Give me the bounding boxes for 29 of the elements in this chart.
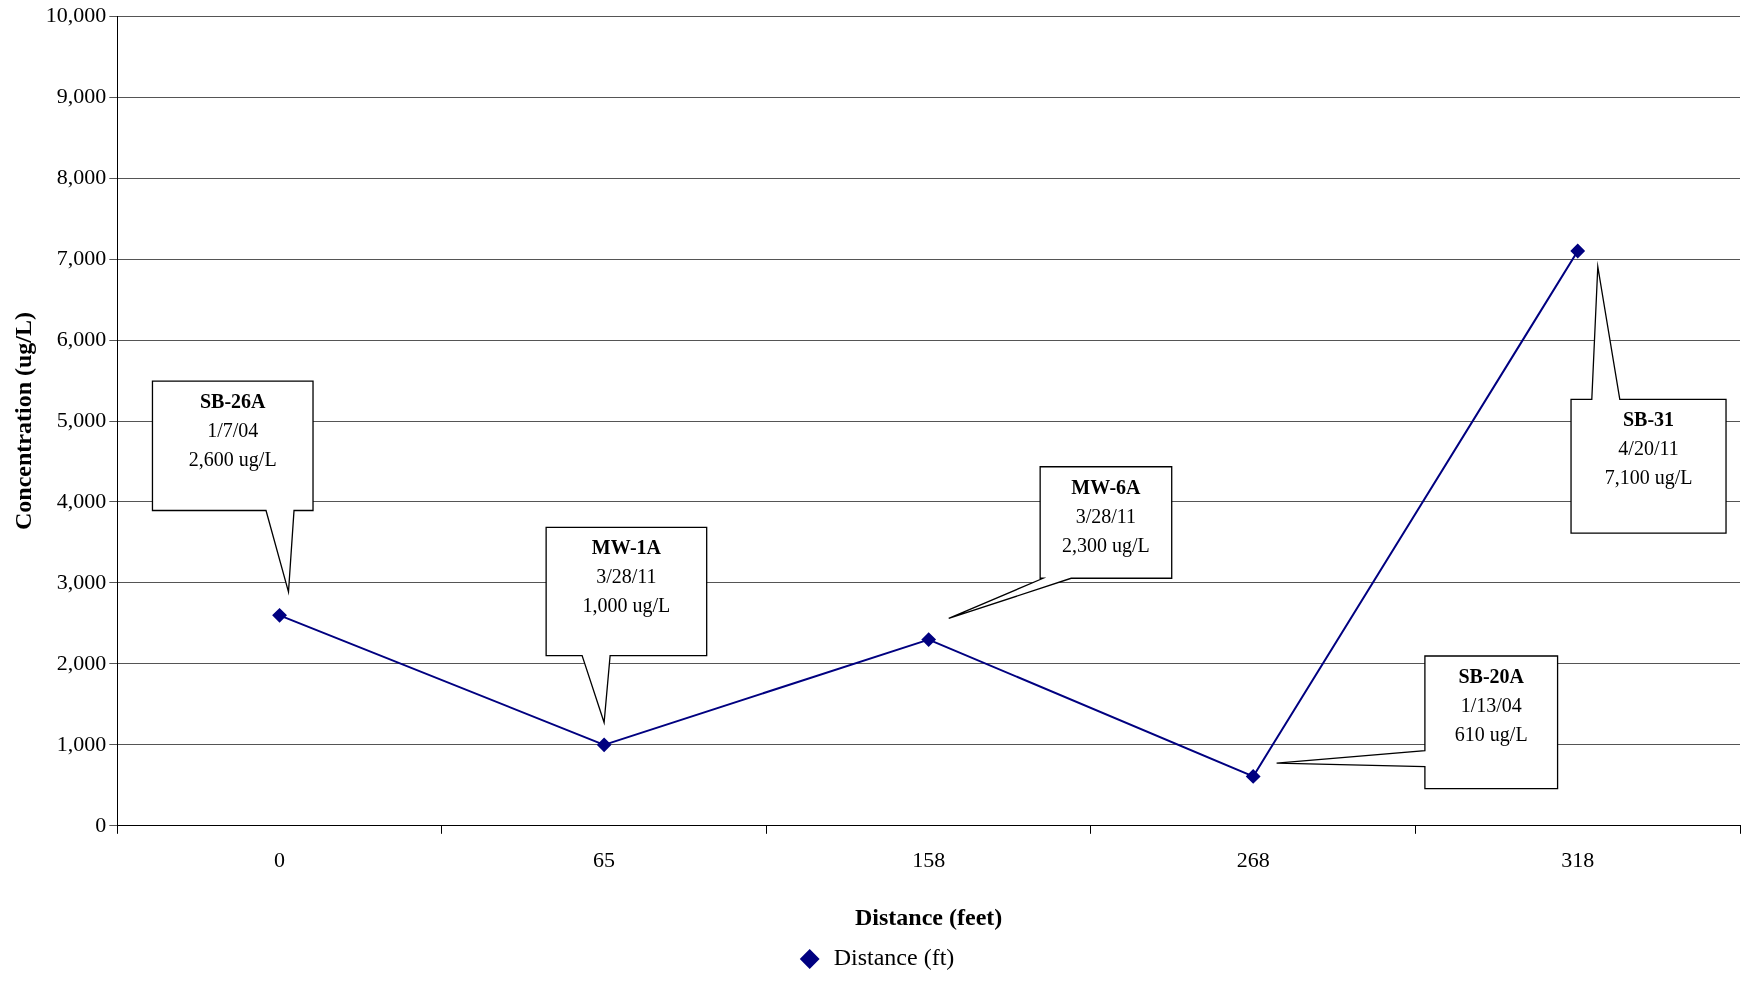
y-tick-label: 5,000	[56, 406, 107, 432]
point	[597, 737, 612, 752]
y-tick-label: 8,000	[56, 163, 107, 189]
legend-label: Distance (ft)	[833, 944, 955, 971]
y-tick-label: 0	[95, 811, 107, 837]
y-tick-label: 3,000	[56, 568, 107, 594]
y-tick-label: 1,000	[56, 730, 107, 756]
annotation: MW-6A 3/28/11 2,300 ug/L	[1061, 474, 1151, 559]
x-axis-title: Distance (feet)	[855, 903, 1003, 930]
annotation: SB-31 4/20/11 7,100 ug/L	[1603, 407, 1694, 491]
point	[272, 608, 287, 623]
y-tick-label: 10,000	[45, 1, 107, 27]
annotation: SB-20A 1/13/04 610 ug/L	[1453, 664, 1529, 748]
y-axis-title: Concentration (ug/L)	[9, 312, 36, 530]
x-tick-label: 158	[912, 846, 946, 872]
annotation: MW-1A 3/28/11 1,000 ug/L	[581, 535, 672, 619]
y-tick-label: 4,000	[56, 487, 107, 513]
x-tick-label: 0	[274, 846, 286, 872]
annotation: SB-26A 1/7/04 2,600 ug/L	[187, 389, 278, 473]
y-tick-label: 2,000	[56, 649, 107, 675]
x-tick-label: 318	[1561, 846, 1595, 872]
x-tick-label: 65	[593, 846, 616, 872]
y-tick-label: 7,000	[56, 244, 107, 270]
y-tick-label: 9,000	[56, 82, 107, 108]
x-tick-label: 268	[1236, 846, 1270, 872]
point	[1246, 769, 1261, 784]
point	[1570, 243, 1585, 258]
y-tick-label: 6,000	[56, 325, 107, 351]
point	[921, 632, 936, 647]
